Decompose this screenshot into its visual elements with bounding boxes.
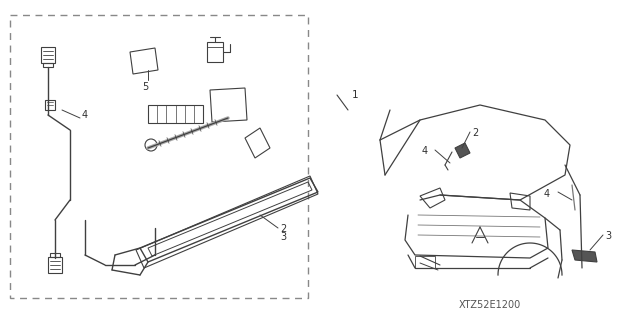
Text: XTZ52E1200: XTZ52E1200 (459, 300, 521, 310)
Bar (10, 15, 308, 298)
Text: 5: 5 (142, 82, 148, 92)
Text: 1: 1 (352, 90, 358, 100)
Text: 2: 2 (472, 128, 478, 138)
Text: 3: 3 (605, 231, 611, 241)
Polygon shape (572, 250, 597, 262)
Text: 3: 3 (280, 232, 286, 242)
Text: 2: 2 (280, 224, 286, 234)
Text: 4: 4 (82, 110, 88, 120)
Text: 4: 4 (422, 146, 428, 156)
Polygon shape (455, 143, 470, 158)
Text: 4: 4 (544, 189, 550, 199)
